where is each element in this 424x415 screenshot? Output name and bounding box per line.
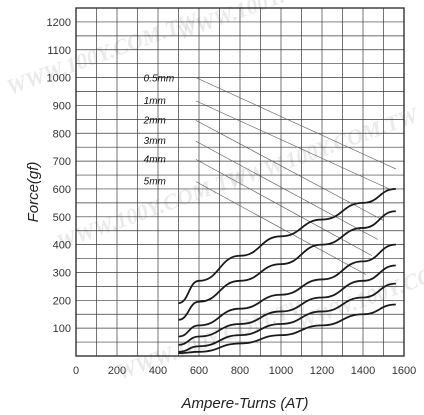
x-tick-label: 400 xyxy=(149,365,167,377)
x-axis-title: Ampere-Turns (AT) xyxy=(181,395,309,412)
axis-ticks: 0 200 400 600 800 1000 1200 1400 1600 100 200 300 40… xyxy=(47,17,417,377)
x-tick-label: 1600 xyxy=(392,365,416,377)
x-tick-label: 0 xyxy=(73,365,79,377)
series-line xyxy=(178,188,396,305)
y-tick-label: 700 xyxy=(53,156,71,168)
series-label: 2mm xyxy=(143,115,166,126)
y-tick-label: 600 xyxy=(53,184,71,196)
chart-series xyxy=(178,188,396,355)
series-leader-line xyxy=(195,181,366,275)
plot-frame xyxy=(75,7,405,357)
x-tick-label: 1000 xyxy=(269,365,293,377)
series-label: 0.5mm xyxy=(144,74,175,85)
series-line xyxy=(178,303,396,355)
watermark-text: WWW.100Y.COM.TW xyxy=(223,102,422,195)
y-tick-label: 300 xyxy=(53,267,71,279)
y-axis-title: Force(gf) xyxy=(25,162,42,223)
x-tick-label: 600 xyxy=(190,365,208,377)
y-tick-label: 500 xyxy=(53,212,71,224)
series-line xyxy=(178,210,396,321)
x-tick-label: 1200 xyxy=(310,365,334,377)
y-tick-label: 900 xyxy=(53,100,71,112)
series-leader-line xyxy=(195,77,396,170)
y-tick-label: 1100 xyxy=(47,45,71,57)
series-labels: 0.5mm 1mm 2mm 3mm 4mm 5mm xyxy=(143,74,175,188)
y-tick-label: 400 xyxy=(53,240,71,252)
series-line xyxy=(178,282,396,353)
series-line xyxy=(178,264,396,346)
x-tick-label: 1400 xyxy=(351,365,375,377)
series-line xyxy=(178,243,396,338)
x-tick-label: 200 xyxy=(108,365,126,377)
series-leader-line xyxy=(195,159,372,256)
y-tick-label: 800 xyxy=(53,128,71,140)
y-tick-label: 1000 xyxy=(47,73,71,85)
series-label: 5mm xyxy=(144,177,166,188)
y-tick-label: 1200 xyxy=(47,17,71,29)
series-label: 1mm xyxy=(144,96,166,107)
x-tick-label: 800 xyxy=(231,365,249,377)
series-leader-line xyxy=(195,140,378,240)
label-leader-lines xyxy=(195,77,396,275)
series-label: 3mm xyxy=(144,136,166,147)
series-label: 4mm xyxy=(144,154,166,165)
series-leader-line xyxy=(195,100,390,190)
y-tick-label: 100 xyxy=(53,323,71,335)
y-tick-label: 200 xyxy=(53,295,71,307)
